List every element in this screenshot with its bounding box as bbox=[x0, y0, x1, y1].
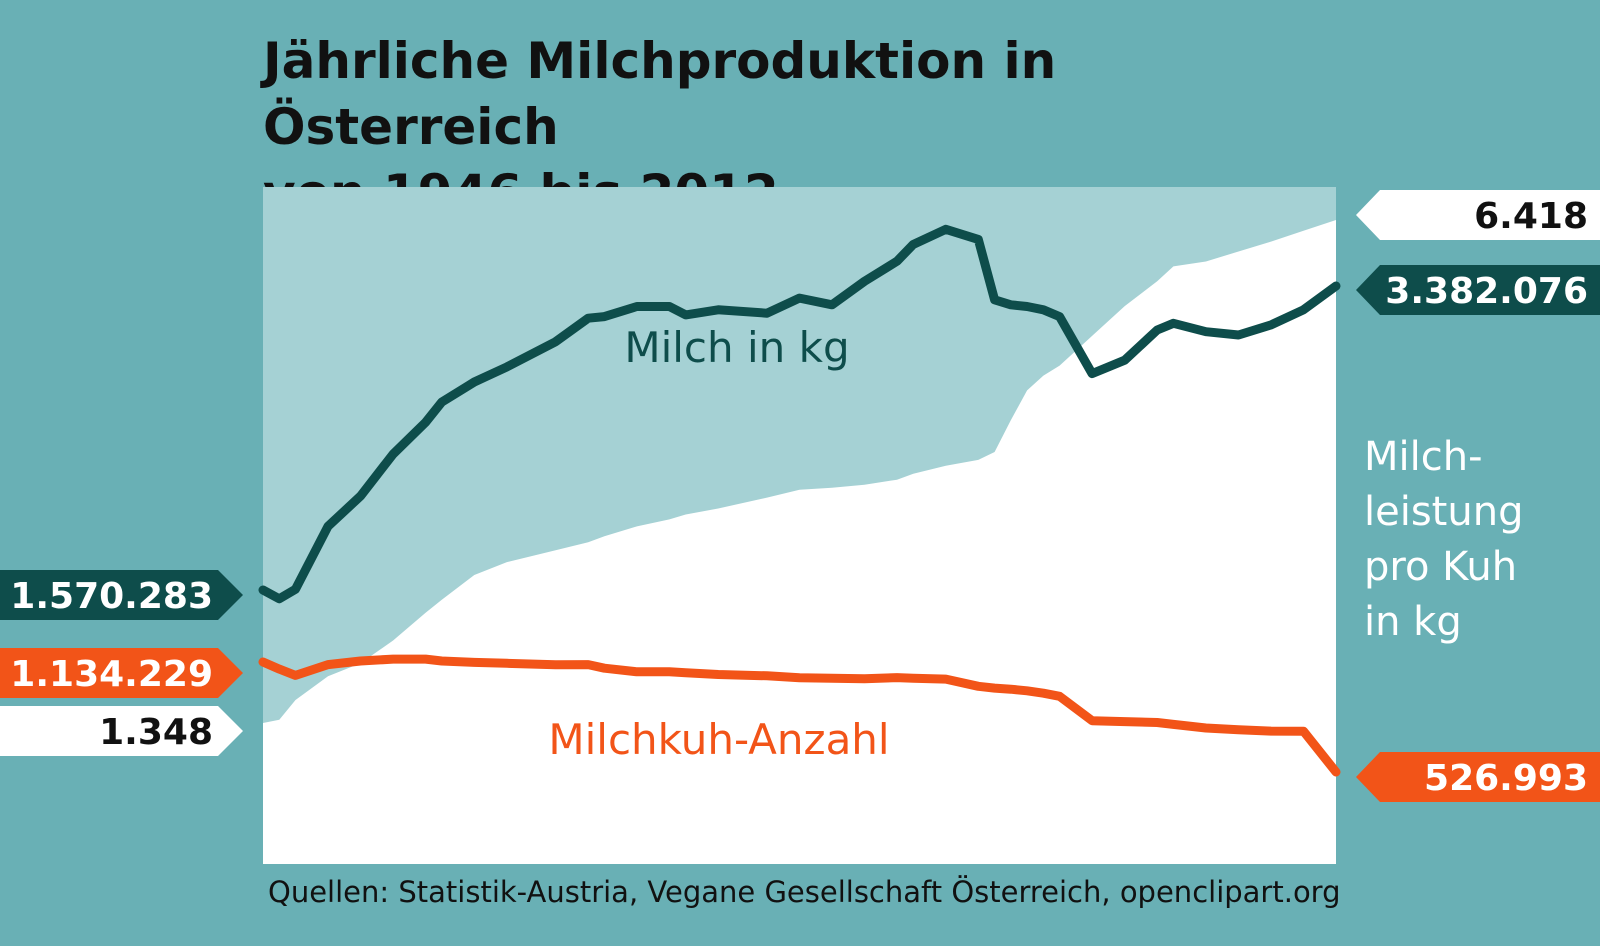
cows-end-label: 526.993 bbox=[1424, 758, 1588, 799]
yield-end-label: 6.418 bbox=[1474, 196, 1588, 237]
milk-end-tag-shape bbox=[1356, 265, 1600, 315]
yield-end-tag-shape bbox=[1356, 190, 1600, 240]
milk-end-tag: 3.382.076 bbox=[1356, 265, 1600, 315]
cows-line bbox=[258, 654, 1341, 777]
yield-annotation-line-1: Milch- bbox=[1364, 434, 1483, 480]
cows-end-tag-shape bbox=[1356, 752, 1600, 802]
yield-start-tag-shape bbox=[0, 706, 243, 756]
yield-annotation-line-2: leistung bbox=[1364, 489, 1524, 535]
yield-annotation: Milch- leistung pro Kuh in kg bbox=[1364, 430, 1523, 650]
cows-start-tag-shape bbox=[0, 648, 243, 698]
milk-start-tag: 1.570.283 bbox=[0, 570, 243, 620]
milk-end-label: 3.382.076 bbox=[1385, 271, 1588, 312]
cows-end-tag: 526.993 bbox=[1356, 752, 1600, 802]
title-line-1: Jährliche Milchproduktion in Österreich bbox=[263, 32, 1057, 156]
source-note: Quellen: Statistik-Austria, Vegane Gesel… bbox=[268, 875, 1341, 909]
yield-start-tag: 1.348 bbox=[0, 706, 243, 756]
yield-end-tag: 6.418 bbox=[1356, 190, 1600, 240]
cows-start-tag: 1.134.229 bbox=[0, 648, 243, 698]
yield-annotation-line-4: in kg bbox=[1364, 599, 1462, 645]
cows-annotation: Milchkuh-Anzahl bbox=[548, 715, 889, 764]
yield-start-label: 1.348 bbox=[99, 712, 213, 753]
milk-annotation: Milch in kg bbox=[624, 323, 849, 372]
milk-line bbox=[258, 224, 1341, 604]
milk-start-tag-shape bbox=[0, 570, 243, 620]
cows-start-label: 1.134.229 bbox=[10, 654, 213, 695]
milk-start-label: 1.570.283 bbox=[10, 576, 213, 617]
yield-annotation-line-3: pro Kuh bbox=[1364, 544, 1518, 590]
